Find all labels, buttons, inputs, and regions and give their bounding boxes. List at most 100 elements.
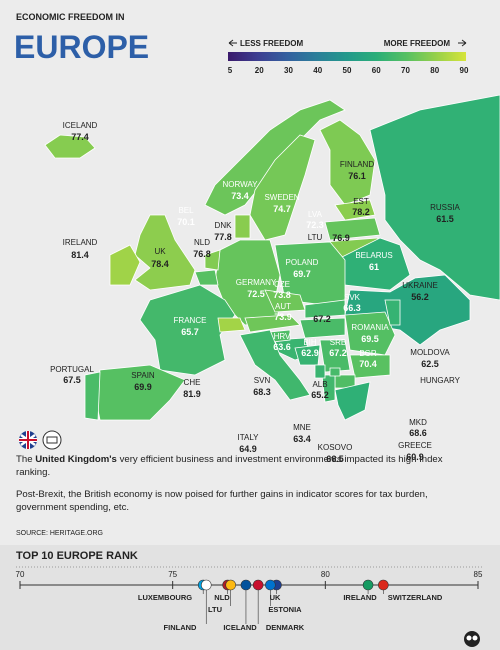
country-score: 63.4 bbox=[293, 434, 311, 444]
country-name: LTU bbox=[308, 233, 323, 242]
country-name: ITALY bbox=[237, 433, 259, 442]
country-score: 73.8 bbox=[273, 290, 291, 300]
country-name: IRELAND bbox=[63, 238, 98, 247]
country bbox=[134, 214, 196, 291]
legend-tick-label: 40 bbox=[313, 66, 322, 75]
rank-label: UK bbox=[270, 593, 281, 602]
rank-label: LTU bbox=[208, 605, 222, 614]
legend-more: MORE FREEDOM bbox=[384, 39, 451, 48]
country-score: 70.1 bbox=[177, 217, 195, 227]
countries bbox=[44, 94, 500, 421]
rank-label: ESTONIA bbox=[268, 605, 302, 614]
flag-marker bbox=[252, 579, 264, 591]
country-name: HRV bbox=[274, 332, 291, 341]
country bbox=[369, 94, 500, 301]
source: SOURCE: HERITAGE.ORG bbox=[16, 530, 103, 537]
rank-chart: TOP 10 EUROPE RANK 70 75 80 85 LUXEMBOURG FIN… bbox=[0, 545, 500, 650]
country-name: GERMANY bbox=[236, 278, 277, 287]
country bbox=[194, 269, 219, 286]
country-name: SPAIN bbox=[131, 371, 155, 380]
country-score: 67.5 bbox=[63, 375, 81, 385]
text-bold: United Kingdom's bbox=[35, 454, 117, 465]
country-score: 77.4 bbox=[71, 132, 89, 142]
country-name: BIH bbox=[303, 338, 317, 347]
rank-label: ICELAND bbox=[223, 623, 257, 632]
country-name: MKD bbox=[409, 418, 427, 427]
flag-marker bbox=[265, 579, 276, 591]
country-score: 70.4 bbox=[359, 359, 377, 369]
arrow-left bbox=[228, 39, 237, 47]
legend-less: LESS FREEDOM bbox=[240, 39, 303, 48]
country-score: 63.6 bbox=[273, 342, 291, 352]
country-score: 72.3 bbox=[306, 220, 324, 230]
flag-marker bbox=[378, 579, 389, 591]
country bbox=[319, 339, 351, 373]
paragraph-1: The United Kingdom's very efficient busi… bbox=[16, 453, 456, 479]
country bbox=[299, 317, 346, 339]
country-name: NLD bbox=[194, 238, 210, 247]
country-score: 64.9 bbox=[239, 444, 257, 454]
country-name: NORWAY bbox=[223, 180, 259, 189]
country bbox=[344, 311, 396, 356]
country-score: 68.6 bbox=[409, 428, 427, 438]
country-name: ALB bbox=[312, 380, 327, 389]
country-name: FINLAND bbox=[340, 160, 374, 169]
x-tick-label: 80 bbox=[321, 570, 330, 579]
country-score: 60.9 bbox=[406, 452, 424, 462]
arrow-right bbox=[458, 39, 467, 47]
country-score: 69.7 bbox=[293, 269, 311, 279]
country bbox=[334, 381, 371, 421]
country-name: BGR bbox=[359, 349, 377, 358]
country-name: BELARUS bbox=[355, 251, 392, 260]
country-score: 61.5 bbox=[436, 214, 454, 224]
country bbox=[244, 314, 301, 333]
country bbox=[319, 119, 376, 206]
country-score: 78.4 bbox=[151, 259, 169, 269]
paragraph-2: Post-Brexit, the British economy is now … bbox=[16, 489, 428, 513]
country-name: RUSSIA bbox=[430, 203, 460, 212]
country-score: 62.9 bbox=[301, 348, 319, 358]
flag-marker bbox=[240, 579, 252, 591]
country-score: 77.8 bbox=[214, 232, 232, 242]
country-score: 69.5 bbox=[361, 334, 379, 344]
country-name: EST bbox=[353, 197, 369, 206]
rank-label: SWITZERLAND bbox=[388, 593, 443, 602]
country-score: 73.4 bbox=[231, 191, 249, 201]
country-score: 61 bbox=[369, 262, 379, 272]
title: EUROPE bbox=[14, 29, 149, 65]
uk-flag-icon bbox=[19, 431, 37, 449]
country bbox=[324, 217, 381, 241]
country bbox=[204, 249, 221, 271]
text: very efficient business and investment e… bbox=[16, 454, 443, 478]
flag-marker bbox=[362, 579, 374, 591]
country-name: PORTUGAL bbox=[50, 365, 94, 374]
country-score: 56.2 bbox=[411, 292, 429, 302]
country bbox=[234, 214, 251, 239]
flag-marker bbox=[200, 579, 212, 591]
country-score: 66.5 bbox=[326, 454, 344, 464]
rank-title: TOP 10 EUROPE RANK bbox=[16, 550, 138, 562]
country bbox=[334, 199, 376, 221]
country-score: 69.9 bbox=[134, 382, 152, 392]
country bbox=[349, 354, 391, 379]
country-name: DNK bbox=[215, 221, 233, 230]
country bbox=[44, 134, 96, 159]
country-score: 76.1 bbox=[348, 171, 366, 181]
country-score: 65.7 bbox=[181, 327, 199, 337]
country bbox=[384, 299, 401, 326]
country-score: 81.9 bbox=[183, 389, 201, 399]
legend-tick-label: 60 bbox=[372, 66, 381, 75]
map: ECONOMIC FREEDOM IN EUROPE LESS FREEDOM … bbox=[14, 12, 500, 537]
country-name: LVA bbox=[308, 210, 323, 219]
money-icon bbox=[42, 430, 62, 450]
country bbox=[84, 371, 101, 421]
country-name: SRB bbox=[330, 338, 346, 347]
country-name: AUT bbox=[275, 302, 291, 311]
country-score: 66.3 bbox=[343, 303, 361, 313]
country-name: UKRAINE bbox=[402, 281, 438, 290]
country-score: 74.7 bbox=[273, 204, 291, 214]
country-name: MNE bbox=[293, 423, 311, 432]
country-name: GREECE bbox=[398, 441, 432, 450]
legend-tick-label: 30 bbox=[284, 66, 293, 75]
country-score: 78.2 bbox=[352, 207, 370, 217]
